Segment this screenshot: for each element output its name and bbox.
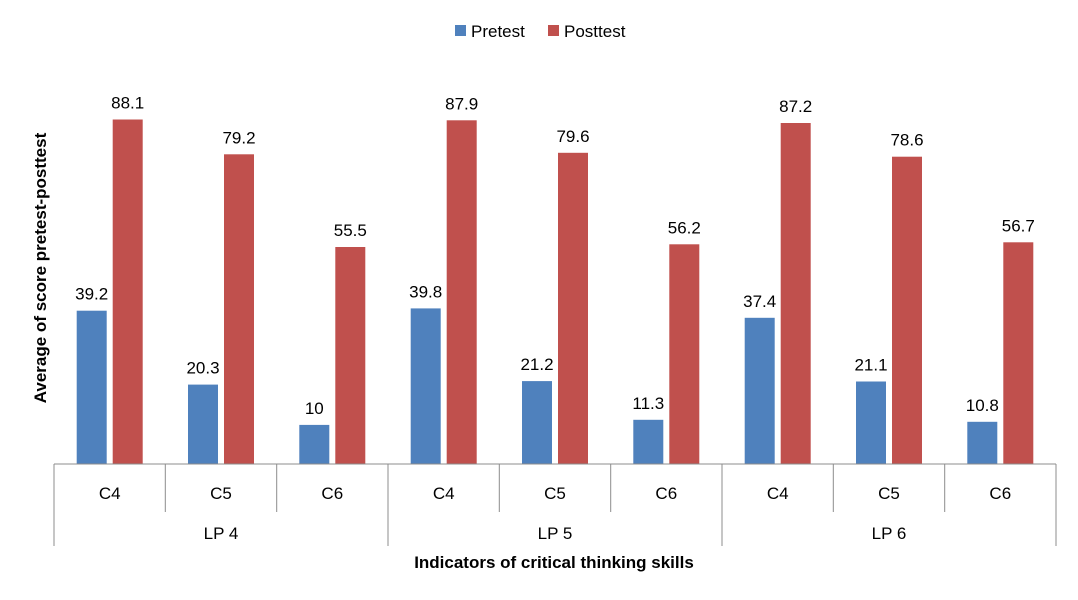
x-group-label: LP 6 bbox=[872, 524, 907, 543]
bar-posttest-lp5-c5 bbox=[558, 152, 588, 465]
data-label: 87.9 bbox=[445, 94, 478, 113]
x-tick-label: C5 bbox=[878, 484, 900, 503]
x-axis: C4 C5 C6 LP 4 C4 C5 C6 LP 5 C4 C5 C6 LP 6 bbox=[53, 463, 1057, 546]
data-label: 87.2 bbox=[779, 97, 812, 116]
bar-pretest-lp6-c6 bbox=[967, 421, 998, 464]
data-label: 10 bbox=[305, 399, 324, 418]
x-group-label: LP 5 bbox=[538, 524, 573, 543]
bar-posttest-lp5-c4 bbox=[446, 120, 477, 465]
data-label: 20.3 bbox=[186, 359, 219, 378]
x-tick-label: C4 bbox=[99, 484, 121, 503]
data-label: 88.1 bbox=[111, 94, 144, 113]
x-tick-label: C6 bbox=[989, 484, 1011, 503]
bar-pretest-lp5-c4 bbox=[410, 308, 441, 464]
bar-pretest-lp5-c5 bbox=[522, 381, 552, 464]
x-tick-label: C5 bbox=[544, 484, 566, 503]
data-label: 11.3 bbox=[632, 394, 664, 413]
bar-posttest-lp6-c6 bbox=[1003, 242, 1034, 464]
x-group-label: LP 4 bbox=[204, 524, 239, 543]
data-label: 39.2 bbox=[75, 285, 108, 304]
bar-pretest-lp5-c6 bbox=[633, 419, 664, 464]
bar-pretest-lp4-c6 bbox=[299, 424, 330, 464]
x-tick-label: C4 bbox=[433, 484, 455, 503]
data-label: 56.7 bbox=[1002, 216, 1035, 235]
bar-posttest-lp6-c5 bbox=[892, 156, 922, 464]
x-tick-label: C6 bbox=[655, 484, 677, 503]
data-label: 55.5 bbox=[334, 221, 367, 240]
data-label: 79.6 bbox=[556, 127, 589, 146]
bar-pretest-lp6-c4 bbox=[744, 317, 775, 464]
bar-posttest-lp4-c4 bbox=[112, 119, 143, 464]
bar-posttest-lp5-c6 bbox=[669, 244, 700, 464]
legend-label-pretest: Pretest bbox=[471, 22, 525, 41]
y-axis-title: Average of score pretest-posttest bbox=[31, 132, 50, 403]
x-axis-title: Indicators of critical thinking skills bbox=[414, 553, 694, 572]
data-label: 78.6 bbox=[890, 131, 923, 150]
data-label: 56.2 bbox=[668, 218, 701, 237]
data-label: 21.2 bbox=[520, 355, 553, 374]
data-label: 21.1 bbox=[854, 356, 887, 375]
data-label: 79.2 bbox=[222, 128, 255, 147]
legend-label-posttest: Posttest bbox=[564, 22, 626, 41]
bar-pretest-lp4-c5 bbox=[188, 384, 218, 464]
legend-swatch-posttest bbox=[548, 25, 559, 36]
data-label: 39.8 bbox=[409, 282, 442, 301]
bar-pretest-lp6-c5 bbox=[856, 381, 886, 464]
legend: Pretest Posttest bbox=[455, 22, 626, 41]
data-label: 37.4 bbox=[743, 292, 776, 311]
bar-posttest-lp4-c6 bbox=[335, 247, 366, 464]
x-tick-label: C6 bbox=[321, 484, 343, 503]
bar-pretest-lp4-c4 bbox=[76, 310, 107, 464]
bar-posttest-lp6-c4 bbox=[780, 123, 811, 464]
x-tick-label: C5 bbox=[210, 484, 232, 503]
legend-swatch-pretest bbox=[455, 25, 466, 36]
plot-area: 39.2 88.1 20.3 79.2 10 55.5 39.8 87.9 21.2 79.6 11… bbox=[75, 94, 1035, 465]
bar-posttest-lp4-c5 bbox=[224, 154, 254, 465]
data-label: 10.8 bbox=[966, 396, 999, 415]
x-tick-label: C4 bbox=[767, 484, 789, 503]
